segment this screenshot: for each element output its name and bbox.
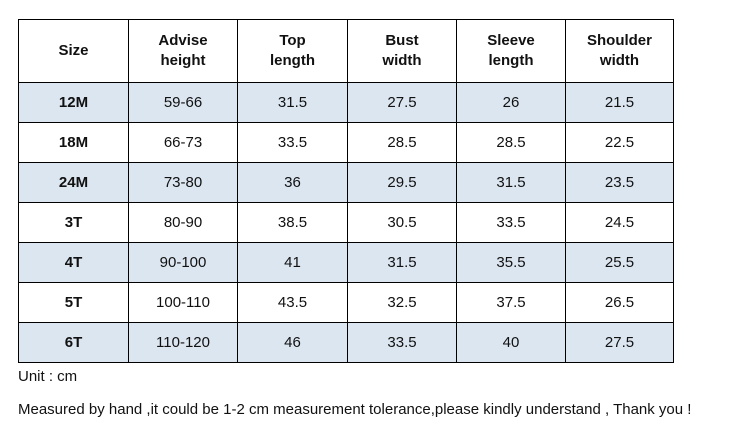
table-row: 24M 73-80 36 29.5 31.5 23.5 (18, 162, 674, 203)
header-text: Size (58, 42, 89, 59)
header-cell: Shoulder width (565, 19, 674, 83)
size-cell: 5T (18, 282, 129, 323)
header-cell: Advise height (128, 19, 238, 83)
table-cell: 59-66 (128, 82, 238, 123)
size-table: Size Advise height Top length Bust width Sle… (18, 19, 674, 363)
table-row: 12M 59-66 31.5 27.5 26 21.5 (18, 82, 674, 123)
table-cell: 32.5 (347, 282, 457, 323)
size-cell: 12M (18, 82, 129, 123)
header-text: Sleeve length (487, 32, 535, 69)
table-cell: 36 (237, 162, 348, 203)
size-cell: 3T (18, 202, 129, 243)
table-cell: 26.5 (565, 282, 674, 323)
tolerance-note: Measured by hand ,it could be 1-2 cm mea… (18, 401, 692, 418)
header-row: Size Advise height Top length Bust width Sle… (18, 19, 674, 83)
header-cell: Sleeve length (456, 19, 566, 83)
table-cell: 29.5 (347, 162, 457, 203)
table-cell: 40 (456, 322, 566, 363)
table-cell: 37.5 (456, 282, 566, 323)
table-cell: 41 (237, 242, 348, 283)
size-cell: 4T (18, 242, 129, 283)
table-cell: 24.5 (565, 202, 674, 243)
header-text: Shoulder width (586, 32, 652, 69)
table-row: 3T 80-90 38.5 30.5 33.5 24.5 (18, 202, 674, 243)
table-cell: 90-100 (128, 242, 238, 283)
header-text: Bust width (382, 32, 422, 69)
table-cell: 46 (237, 322, 348, 363)
table-cell: 33.5 (456, 202, 566, 243)
table-cell: 80-90 (128, 202, 238, 243)
table-cell: 33.5 (237, 122, 348, 163)
table-cell: 38.5 (237, 202, 348, 243)
header-cell: Top length (237, 19, 348, 83)
table-row: 4T 90-100 41 31.5 35.5 25.5 (18, 242, 674, 283)
table-cell: 100-110 (128, 282, 238, 323)
unit-note: Unit : cm (18, 368, 78, 385)
table-cell: 30.5 (347, 202, 457, 243)
table-cell: 110-120 (128, 322, 238, 363)
table-cell: 28.5 (347, 122, 457, 163)
table-cell: 27.5 (347, 82, 457, 123)
size-cell: 18M (18, 122, 129, 163)
table-cell: 73-80 (128, 162, 238, 203)
header-text: Advise height (158, 32, 208, 69)
table-cell: 31.5 (237, 82, 348, 123)
table-cell: 33.5 (347, 322, 457, 363)
table-cell: 26 (456, 82, 566, 123)
table-cell: 21.5 (565, 82, 674, 123)
table-cell: 23.5 (565, 162, 674, 203)
table-cell: 27.5 (565, 322, 674, 363)
table-row: 5T 100-110 43.5 32.5 37.5 26.5 (18, 282, 674, 323)
table-cell: 25.5 (565, 242, 674, 283)
table-cell: 22.5 (565, 122, 674, 163)
table-cell: 66-73 (128, 122, 238, 163)
table-body: 12M 59-66 31.5 27.5 26 21.5 18M 66-73 33.5 28.5 28… (18, 82, 674, 363)
table-cell: 31.5 (456, 162, 566, 203)
table-cell: 43.5 (237, 282, 348, 323)
size-cell: 24M (18, 162, 129, 203)
table-cell: 35.5 (456, 242, 566, 283)
header-text: Top length (270, 32, 315, 69)
table-cell: 28.5 (456, 122, 566, 163)
size-cell: 6T (18, 322, 129, 363)
table-cell: 31.5 (347, 242, 457, 283)
header-cell: Bust width (347, 19, 457, 83)
header-cell: Size (18, 19, 129, 83)
table-row: 6T 110-120 46 33.5 40 27.5 (18, 322, 674, 363)
table-row: 18M 66-73 33.5 28.5 28.5 22.5 (18, 122, 674, 163)
